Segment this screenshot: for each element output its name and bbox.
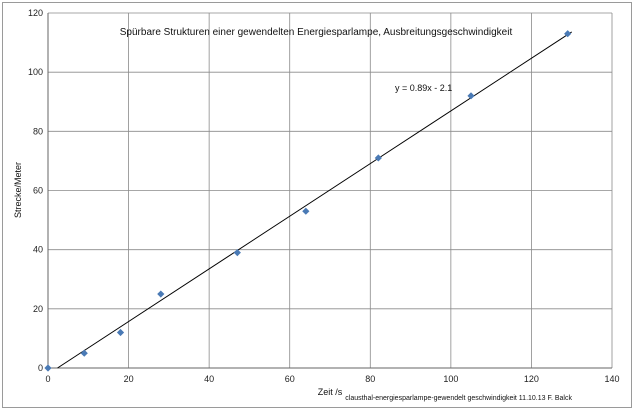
x-tick-label: 40	[204, 374, 214, 384]
data-point	[80, 349, 88, 357]
x-tick-label: 120	[524, 374, 539, 384]
chart-frame	[2, 2, 632, 408]
data-point	[157, 290, 165, 298]
y-tick-label: 100	[28, 67, 43, 77]
x-tick-label: 0	[45, 374, 50, 384]
x-tick-label: 60	[285, 374, 295, 384]
data-point	[564, 30, 572, 38]
y-tick-label: 120	[28, 8, 43, 18]
grid-lines	[47, 12, 613, 369]
data-point	[302, 207, 310, 215]
data-point	[116, 328, 125, 337]
y-tick-label: 20	[33, 304, 43, 314]
y-tick-label: 0	[38, 363, 43, 373]
x-tick-label: 100	[443, 374, 458, 384]
x-tick-label: 20	[124, 374, 134, 384]
trendline	[57, 31, 572, 369]
x-axis-label: Zeit /s	[318, 387, 343, 397]
data-point	[44, 364, 52, 372]
y-tick-label: 60	[33, 186, 43, 196]
footer-note: clausthal-energiesparlampe-gewendelt ges…	[345, 395, 572, 402]
y-tick-label: 40	[33, 245, 43, 255]
tick-labels: 0 20 40 60 80 100 120 140 0 20 40 60 80 100 120	[28, 8, 620, 384]
x-tick-label: 80	[365, 374, 375, 384]
data-point	[374, 154, 382, 162]
y-axis-label: Strecke/Meter	[13, 162, 23, 218]
data-point	[233, 249, 241, 257]
y-tick-label: 80	[33, 126, 43, 136]
data-points	[44, 30, 572, 372]
data-point	[467, 92, 475, 100]
trendline-group	[57, 31, 572, 369]
x-tick-label: 140	[604, 374, 619, 384]
chart-title: Spürbare Strukturen einer gewendelten En…	[120, 27, 513, 38]
trendline-equation: y = 0.89x - 2.1	[395, 83, 452, 93]
